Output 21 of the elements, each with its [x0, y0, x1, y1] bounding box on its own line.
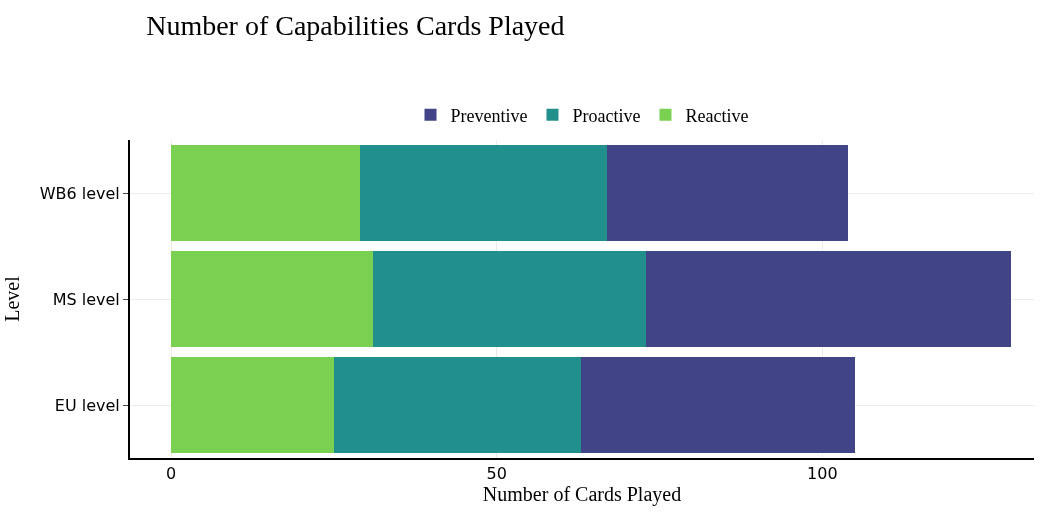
bar [171, 145, 360, 241]
chart-title: Number of Capabilities Cards Played [146, 10, 565, 42]
bar [372, 251, 647, 347]
bar [646, 251, 1012, 347]
y-axis-title: Level [0, 275, 23, 322]
legend-label: Reactive [685, 105, 749, 126]
legend-label: Preventive [450, 105, 528, 126]
y-tick-label: WB6 level [39, 183, 120, 203]
bar [607, 145, 849, 241]
bar [171, 357, 334, 453]
bar [171, 251, 373, 347]
y-tick-label: MS level [52, 289, 120, 309]
legend-label: Proactive [572, 105, 641, 126]
bar [581, 357, 855, 453]
y-tick-label: EU level [54, 395, 120, 415]
x-tick-label: 50 [486, 464, 507, 484]
x-tick-label: 100 [807, 464, 838, 484]
bar [359, 145, 608, 241]
bar [333, 357, 582, 453]
x-tick-label: 0 [165, 464, 177, 484]
x-axis-title: Number of Cards Played [482, 483, 682, 507]
